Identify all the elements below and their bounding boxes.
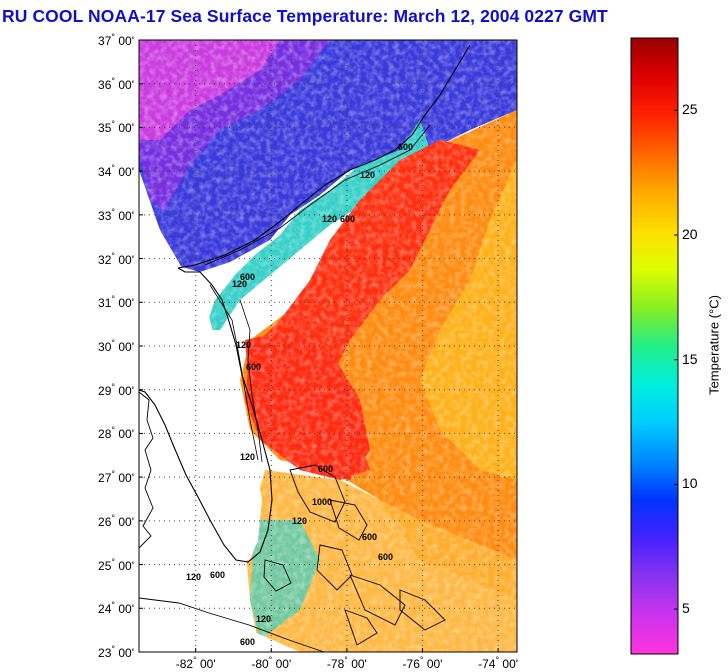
lat-tick-label: 23° 00' bbox=[98, 644, 134, 660]
coastline-north bbox=[177, 44, 471, 269]
land-cuba bbox=[139, 600, 300, 652]
lon-tick-label: -78° 00' bbox=[326, 655, 367, 671]
lon-tick-label: -76° 00' bbox=[402, 655, 443, 671]
axis-ticks bbox=[139, 39, 499, 653]
lat-tick-label: 31° 00' bbox=[98, 294, 134, 311]
contour-label: 120 bbox=[292, 516, 307, 526]
colorbar-tick-label: 10 bbox=[682, 475, 698, 492]
lat-tick-label: 28° 00' bbox=[98, 425, 134, 442]
lat-tick-label: 36° 00' bbox=[98, 75, 134, 92]
contour-600 bbox=[239, 299, 263, 463]
contour-label: 1000 bbox=[312, 497, 332, 507]
lat-tick-label: 26° 00' bbox=[98, 512, 134, 529]
lat-tick-label: 30° 00' bbox=[98, 338, 134, 354]
colorbar-tick-label: 5 bbox=[682, 600, 690, 617]
coastline bbox=[138, 267, 273, 563]
lat-tick-label: 29° 00' bbox=[98, 381, 134, 398]
contour-label: 600 bbox=[340, 214, 355, 224]
lon-tick-label: -74° 00' bbox=[478, 655, 519, 671]
colorbar-tick-label: 25 bbox=[682, 101, 698, 118]
contour-label: 120 bbox=[360, 170, 375, 180]
lat-tick-label: 24° 00' bbox=[98, 600, 134, 617]
lon-tick-label: -80° 00' bbox=[251, 655, 292, 671]
contour-label: 600 bbox=[246, 362, 261, 372]
lat-tick-label: 32° 00' bbox=[98, 250, 134, 267]
contour-label: 600 bbox=[240, 637, 255, 647]
colorbar-tick-label: 20 bbox=[682, 226, 698, 243]
contour-label: 120 bbox=[186, 572, 201, 582]
contour-label: 600 bbox=[378, 552, 393, 562]
lat-tick-label: 34° 00' bbox=[98, 163, 134, 180]
lat-tick-label: 27° 00' bbox=[98, 469, 134, 486]
contour-120 bbox=[209, 284, 259, 461]
contour-shelf-north bbox=[204, 124, 431, 266]
colorbar-label: Temperature (°C) bbox=[706, 295, 722, 395]
land-region-west bbox=[138, 391, 154, 549]
colorbar-bar bbox=[630, 37, 679, 655]
sst-field bbox=[139, 40, 517, 652]
lat-tick-label: 37° 00' bbox=[98, 32, 134, 48]
lat-tick-label: 33° 00' bbox=[98, 206, 134, 223]
contour-label: 120 bbox=[322, 214, 337, 224]
contour-label: 120 bbox=[232, 279, 247, 289]
contour-label: 120 bbox=[256, 614, 271, 624]
land-florida bbox=[139, 270, 262, 560]
contour-label: 600 bbox=[240, 272, 255, 282]
lat-tick-label: 35° 00' bbox=[98, 119, 134, 136]
contour-label: 600 bbox=[318, 464, 333, 474]
contour-label: 600 bbox=[398, 142, 413, 152]
contour-label: 120 bbox=[240, 452, 255, 462]
lat-lon-grid bbox=[139, 40, 517, 652]
lat-tick-label: 25° 00' bbox=[98, 556, 134, 573]
lon-tick-label: -82° 00' bbox=[175, 655, 216, 671]
colorbar-tick-label: 15 bbox=[682, 350, 698, 367]
cuba-outline bbox=[138, 597, 325, 653]
contour-label: 600 bbox=[210, 570, 225, 580]
colorbar-ticks bbox=[674, 109, 678, 610]
contour-label: 600 bbox=[362, 532, 377, 542]
contour-label: 120 bbox=[236, 340, 251, 350]
map-title: RU COOL NOAA-17 Sea Surface Temperature:… bbox=[2, 6, 608, 26]
land-southeast-us bbox=[139, 230, 200, 272]
bahamas-islands bbox=[263, 464, 446, 646]
